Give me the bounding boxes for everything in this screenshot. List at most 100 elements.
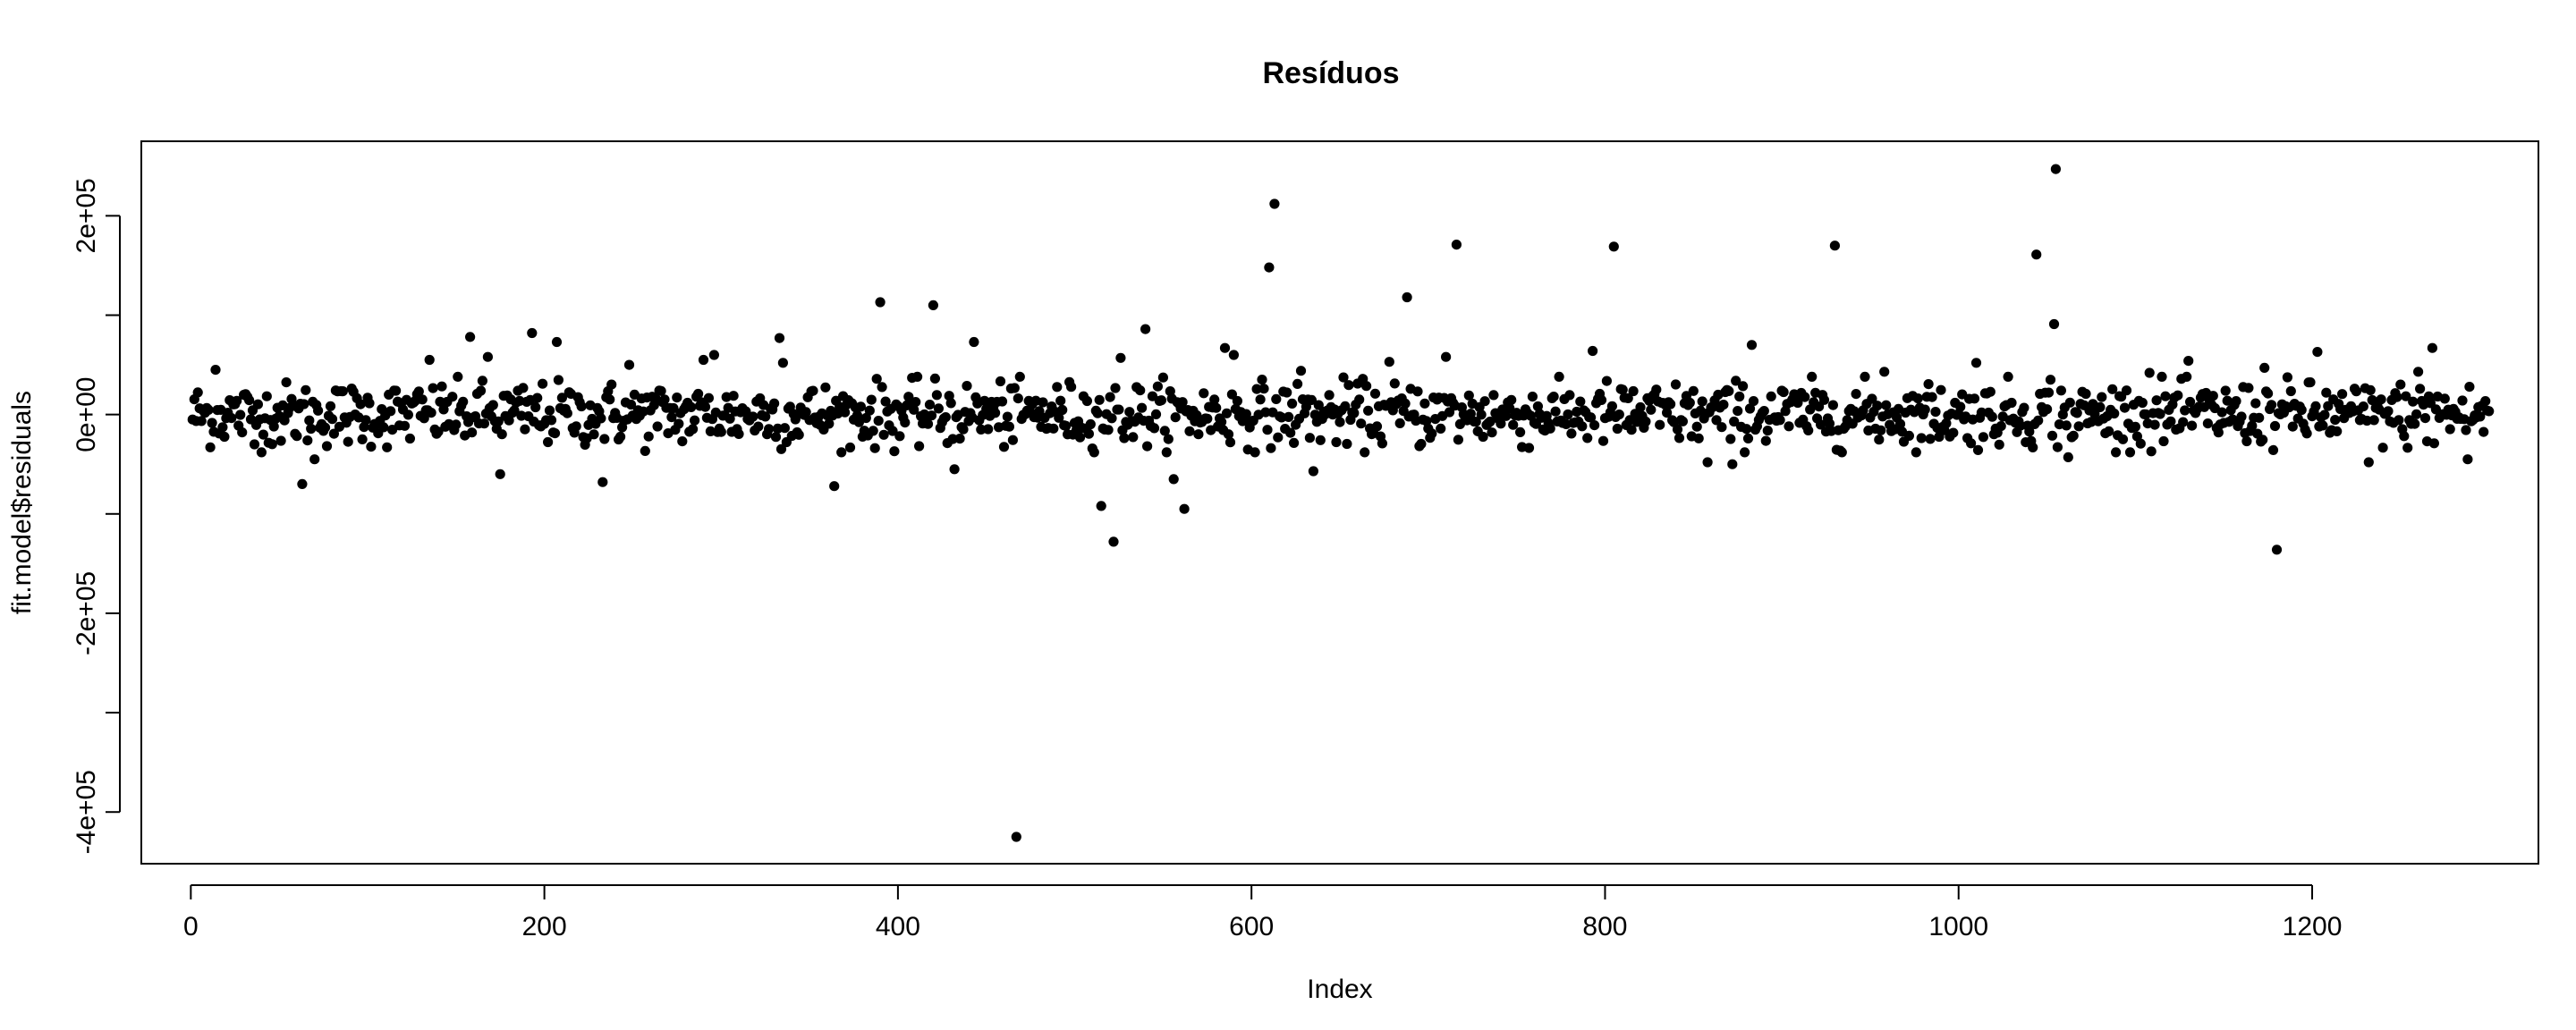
data-point xyxy=(1147,391,1158,401)
data-point xyxy=(877,382,887,393)
data-point xyxy=(777,358,789,368)
data-point xyxy=(1919,404,1930,415)
data-point xyxy=(1670,379,1682,390)
y-tick-label: 0e+00 xyxy=(72,377,101,452)
data-point xyxy=(1748,396,1759,407)
data-point xyxy=(1038,397,1048,408)
data-point xyxy=(1969,393,1980,404)
data-point xyxy=(1727,459,1738,469)
data-point xyxy=(2111,447,2122,458)
data-point xyxy=(1548,392,1559,402)
data-point xyxy=(267,439,277,450)
data-point xyxy=(451,419,462,430)
data-point xyxy=(2285,385,2296,397)
data-point xyxy=(504,415,514,426)
data-point xyxy=(302,435,313,446)
data-point xyxy=(1711,415,1722,426)
data-point xyxy=(1257,375,1267,385)
data-point xyxy=(1994,439,2004,450)
data-point xyxy=(1532,401,1543,412)
data-point xyxy=(770,432,782,443)
data-point xyxy=(2258,435,2268,445)
data-point xyxy=(2269,420,2281,432)
data-point xyxy=(699,401,711,412)
data-point xyxy=(672,393,682,403)
data-point xyxy=(2319,409,2330,420)
data-point xyxy=(801,407,811,418)
data-point xyxy=(2173,390,2183,401)
data-point xyxy=(299,399,309,409)
data-point xyxy=(2068,430,2079,441)
data-point xyxy=(1002,411,1013,422)
data-point xyxy=(2267,444,2279,455)
data-point xyxy=(1106,413,1117,424)
data-point xyxy=(2155,409,2165,419)
data-point xyxy=(2236,411,2247,422)
data-point xyxy=(1193,429,1204,440)
data-point xyxy=(1746,340,1758,350)
data-point xyxy=(1135,385,1146,396)
data-point xyxy=(1282,387,1292,398)
data-point xyxy=(205,442,216,452)
data-point xyxy=(1996,421,2006,432)
data-point xyxy=(2045,375,2056,385)
data-point xyxy=(1115,352,1126,363)
data-point xyxy=(1057,404,1068,416)
data-point xyxy=(873,416,884,426)
data-point xyxy=(1470,417,1481,427)
data-point xyxy=(958,424,969,435)
data-point xyxy=(337,386,348,397)
data-point xyxy=(2479,426,2489,437)
data-point xyxy=(1545,423,1555,434)
data-point xyxy=(2104,426,2114,436)
data-point xyxy=(2144,367,2155,378)
data-point xyxy=(2457,395,2468,406)
data-point xyxy=(252,399,263,409)
data-point xyxy=(869,443,880,453)
data-point xyxy=(1250,447,1260,458)
data-point xyxy=(1860,371,1870,382)
data-point xyxy=(553,375,564,385)
data-point xyxy=(1628,385,1639,397)
data-point xyxy=(2055,385,2066,396)
data-point xyxy=(2376,394,2386,405)
data-point xyxy=(724,413,735,424)
data-point xyxy=(887,426,898,436)
data-point xyxy=(1085,418,1096,430)
data-point xyxy=(2413,367,2424,377)
data-point xyxy=(1103,425,1114,435)
data-point xyxy=(2220,385,2231,396)
plot-frame xyxy=(140,140,2539,865)
data-point xyxy=(1168,474,1179,485)
data-point xyxy=(1340,401,1351,411)
data-point xyxy=(196,416,207,426)
data-point xyxy=(1881,400,1892,410)
data-point xyxy=(1170,412,1181,423)
data-point xyxy=(2158,435,2169,447)
data-point xyxy=(1623,393,1633,403)
data-point xyxy=(1004,421,1014,432)
data-point xyxy=(864,405,875,416)
data-point xyxy=(666,412,677,423)
data-point xyxy=(1985,386,1996,397)
data-point xyxy=(2254,412,2265,423)
data-point xyxy=(1264,262,1275,273)
data-point xyxy=(829,481,840,492)
data-point xyxy=(355,399,366,409)
data-point xyxy=(482,351,494,362)
data-point xyxy=(880,396,891,407)
data-point xyxy=(426,408,436,418)
data-point xyxy=(1927,392,1937,402)
data-point xyxy=(1614,409,1624,420)
data-point xyxy=(748,411,758,422)
data-point xyxy=(1829,241,1840,251)
data-point xyxy=(656,385,666,396)
x-tick-label: 400 xyxy=(876,912,920,941)
data-point xyxy=(261,391,272,401)
data-point xyxy=(878,429,889,440)
data-point xyxy=(1941,418,1952,429)
data-point xyxy=(868,426,878,436)
data-point xyxy=(1289,437,1300,448)
data-point xyxy=(1925,434,1936,444)
